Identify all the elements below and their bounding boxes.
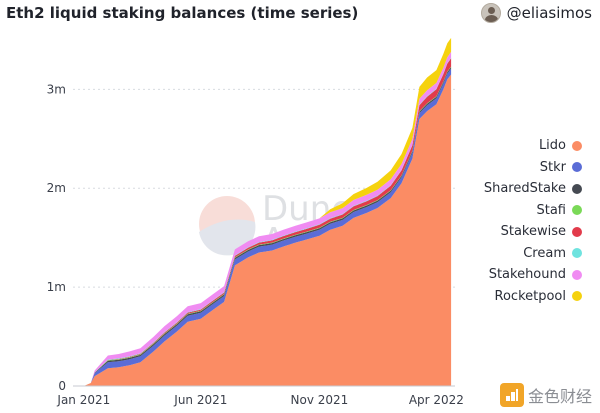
legend-swatch-icon bbox=[572, 205, 582, 216]
y-tick-label-2: 2m bbox=[47, 181, 66, 195]
legend-label: Stafi bbox=[536, 202, 566, 218]
legend-item-sharedstake[interactable]: SharedStake bbox=[484, 180, 582, 198]
area-lido[interactable] bbox=[73, 74, 452, 387]
legend-item-stafi[interactable]: Stafi bbox=[536, 202, 582, 220]
legend-label: Rocketpool bbox=[494, 288, 566, 304]
legend-label: Stakewise bbox=[500, 224, 566, 240]
x-tick-label-2: Nov 2021 bbox=[291, 393, 349, 407]
legend-item-rocketpool[interactable]: Rocketpool bbox=[495, 288, 582, 306]
legend-swatch-icon bbox=[572, 291, 582, 302]
chart-legend: Lido Stkr SharedStake Stafi Stakewise Cream St… bbox=[484, 137, 582, 305]
legend-swatch-icon bbox=[572, 162, 582, 173]
legend-item-stakewise[interactable]: Stakewise bbox=[501, 223, 582, 241]
author-link[interactable]: @eliasimos bbox=[480, 3, 592, 23]
legend-swatch-icon bbox=[572, 226, 582, 237]
author-avatar bbox=[480, 3, 501, 23]
legend-label: Cream bbox=[523, 245, 566, 261]
x-tick-label-1: Jun 2021 bbox=[173, 393, 227, 407]
x-tick-label-0: Jan 2021 bbox=[56, 393, 110, 407]
legend-label: Lido bbox=[538, 138, 566, 154]
legend-label: Stakehound bbox=[488, 267, 566, 283]
y-tick-label-1: 1m bbox=[47, 280, 66, 294]
chart-title: Eth2 liquid staking balances (time serie… bbox=[6, 4, 359, 22]
y-tick-label-0: 0 bbox=[58, 379, 66, 393]
legend-label: SharedStake bbox=[483, 181, 566, 197]
legend-swatch-icon bbox=[572, 269, 582, 280]
legend-item-cream[interactable]: Cream bbox=[523, 245, 582, 263]
y-tick-label-3: 3m bbox=[47, 82, 66, 96]
legend-swatch-icon bbox=[572, 183, 582, 194]
legend-item-stakehound[interactable]: Stakehound bbox=[489, 266, 582, 284]
axis-layer: 0 1m 2m 3m Jan 2021 Jun 2021 Nov 2021 Apr 2022 bbox=[47, 82, 464, 407]
area-layer bbox=[73, 37, 452, 387]
legend-label: Stkr bbox=[539, 159, 566, 175]
legend-swatch-icon bbox=[572, 248, 582, 259]
brand-text: 金色财经 bbox=[527, 387, 592, 406]
legend-item-stkr[interactable]: Stkr bbox=[540, 159, 582, 177]
legend-swatch-icon bbox=[572, 140, 582, 151]
legend-item-lido[interactable]: Lido bbox=[539, 137, 582, 155]
author-handle: @eliasimos bbox=[506, 4, 592, 22]
x-tick-label-3: Apr 2022 bbox=[409, 393, 464, 407]
jinse-brand: 金色财经 bbox=[499, 383, 592, 407]
coin-stack-icon bbox=[499, 383, 524, 407]
